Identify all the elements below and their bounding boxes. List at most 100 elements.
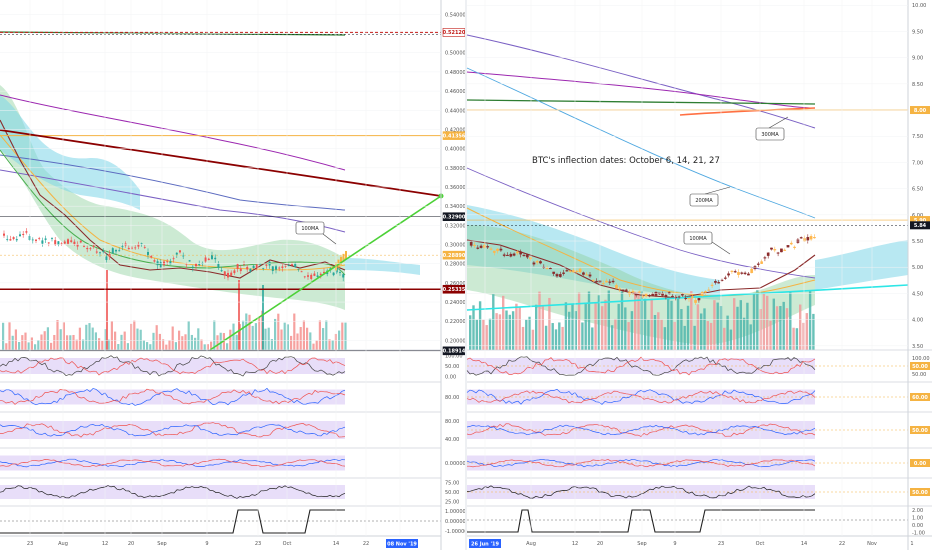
right-candle-body — [631, 290, 635, 293]
right-y-tick-label: 6.50 — [912, 187, 923, 193]
right-indicator-tag — [910, 488, 930, 496]
right-volume-bar — [733, 298, 736, 350]
left-volume-bar — [18, 341, 21, 350]
left-volume-bar — [341, 322, 344, 350]
left-indicator-panes: 100.00 50.00 0.00 80.00 80.00 40.00 0.00000 75.… — [0, 349, 467, 535]
left-candle-body — [239, 268, 242, 272]
right-volume-bar — [617, 303, 620, 350]
right-volume-bar — [574, 311, 577, 350]
left-volume-bar — [270, 339, 273, 350]
right-candle-body — [638, 291, 641, 293]
left-indicator-axis-label: 75.00 — [445, 481, 459, 487]
left-ma-blue — [0, 154, 346, 211]
right-indicator-tag-text: 60.00 — [912, 395, 928, 401]
right-volume-bar — [713, 300, 716, 350]
right-candle-body — [648, 295, 651, 297]
left-candle-body — [259, 263, 261, 265]
left-y-tick-label: 0.30000 — [445, 243, 466, 249]
right-volume-bar — [650, 298, 653, 350]
left-volume-bar — [40, 334, 43, 350]
left-ma-green — [0, 149, 346, 276]
left-candle-body — [310, 274, 313, 279]
left-volume-bar — [62, 322, 65, 350]
right-candle-body — [747, 273, 750, 276]
left-y-tick-label: 0.46000 — [445, 89, 466, 95]
left-oscillator-line — [0, 458, 346, 468]
right-volume-bar — [601, 306, 604, 350]
left-100ma-callout: 100MA — [295, 221, 337, 245]
right-candle-body — [677, 296, 681, 298]
left-volume-bar — [174, 342, 177, 350]
left-candle-body — [163, 261, 165, 266]
right-candle-body — [545, 267, 549, 269]
left-candle-body — [284, 265, 287, 267]
left-candle-body — [54, 240, 57, 245]
left-volume-bar — [91, 327, 94, 350]
right-volume-bar — [736, 306, 739, 350]
left-candle-body — [262, 267, 265, 269]
right-volume-bar — [756, 290, 759, 350]
right-annotation-100ma: 100MA — [689, 236, 707, 242]
left-volume-bar — [187, 321, 190, 350]
left-candle-body — [236, 264, 239, 270]
left-volume-bar — [328, 339, 331, 350]
right-candle-body — [516, 251, 519, 254]
right-volume-bar — [482, 319, 485, 350]
left-indicator-axis-label: -1.00000 — [445, 529, 467, 535]
left-pane-band — [0, 358, 345, 374]
right-volume-bar — [647, 319, 650, 350]
right-volume-bar — [663, 327, 667, 350]
left-volume-bar — [264, 328, 267, 350]
left-candle-body — [131, 247, 133, 249]
left-date-tag: 08 Nov '19 — [386, 539, 418, 548]
right-volume-bar — [541, 306, 544, 350]
right-indicator-tag-text: 50.00 — [912, 364, 928, 370]
right-indicator-tag — [910, 362, 930, 370]
right-volume-bar — [488, 318, 492, 350]
left-y-tick-label: 0.26000 — [445, 281, 466, 287]
right-volume-bar — [478, 301, 482, 350]
left-candle-body — [204, 257, 207, 262]
right-volume-bar — [558, 322, 561, 350]
right-price-tag — [910, 216, 930, 225]
right-volume-bar — [614, 318, 617, 350]
right-candle-body — [803, 238, 806, 242]
right-volume-bar — [535, 304, 538, 350]
right-x-tick-label: 14 — [801, 541, 807, 547]
left-volume-bar — [312, 343, 315, 350]
right-price-tag-text: 5.90 — [914, 218, 927, 224]
right-candle-body — [760, 261, 763, 264]
right-volume-bar — [667, 296, 670, 350]
right-volume-bar — [792, 327, 795, 350]
right-candle-body — [697, 297, 701, 301]
left-candle-body — [137, 244, 140, 247]
left-volume-bar — [165, 344, 168, 350]
left-candle-body — [220, 270, 223, 272]
left-volume-bar — [309, 332, 312, 350]
right-candle-body — [565, 270, 569, 272]
left-candle-body — [67, 239, 69, 244]
right-volume-bar — [624, 307, 627, 350]
right-candle-body — [667, 292, 671, 294]
left-volume-bar — [14, 329, 17, 350]
left-price-tag-text: 0.41356 — [443, 133, 466, 139]
left-candle-body — [60, 243, 63, 245]
right-volume-bar — [610, 325, 614, 350]
right-y-tick-label: 3.50 — [912, 344, 923, 350]
right-indicator-tag — [910, 459, 930, 467]
left-volume-bar — [331, 340, 334, 350]
left-volume-bar — [155, 325, 158, 350]
right-ichimoku-cloud — [467, 205, 908, 345]
left-volume-bar — [2, 322, 5, 350]
left-y-tick-label: 0.24000 — [445, 300, 466, 306]
right-volume-bar — [591, 327, 594, 350]
left-oscillator-line — [0, 422, 346, 438]
left-oscillator-line — [0, 485, 346, 499]
left-volume-bar — [299, 327, 302, 350]
right-candle-body — [512, 253, 516, 256]
left-candle-body — [291, 264, 293, 266]
left-candle-body — [255, 264, 258, 268]
left-candle-body — [73, 241, 76, 245]
right-y-tick-label: 7.00 — [912, 160, 923, 166]
left-annotation-100ma: 100MA — [301, 226, 319, 232]
